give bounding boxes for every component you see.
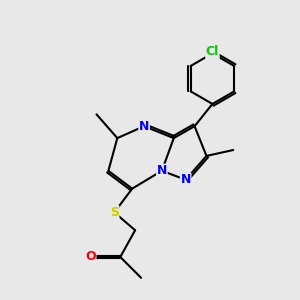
Text: Cl: Cl	[206, 45, 219, 58]
Text: N: N	[181, 173, 191, 186]
Text: N: N	[157, 164, 167, 177]
Text: S: S	[110, 206, 119, 219]
Text: O: O	[85, 250, 96, 263]
Text: N: N	[139, 120, 149, 133]
